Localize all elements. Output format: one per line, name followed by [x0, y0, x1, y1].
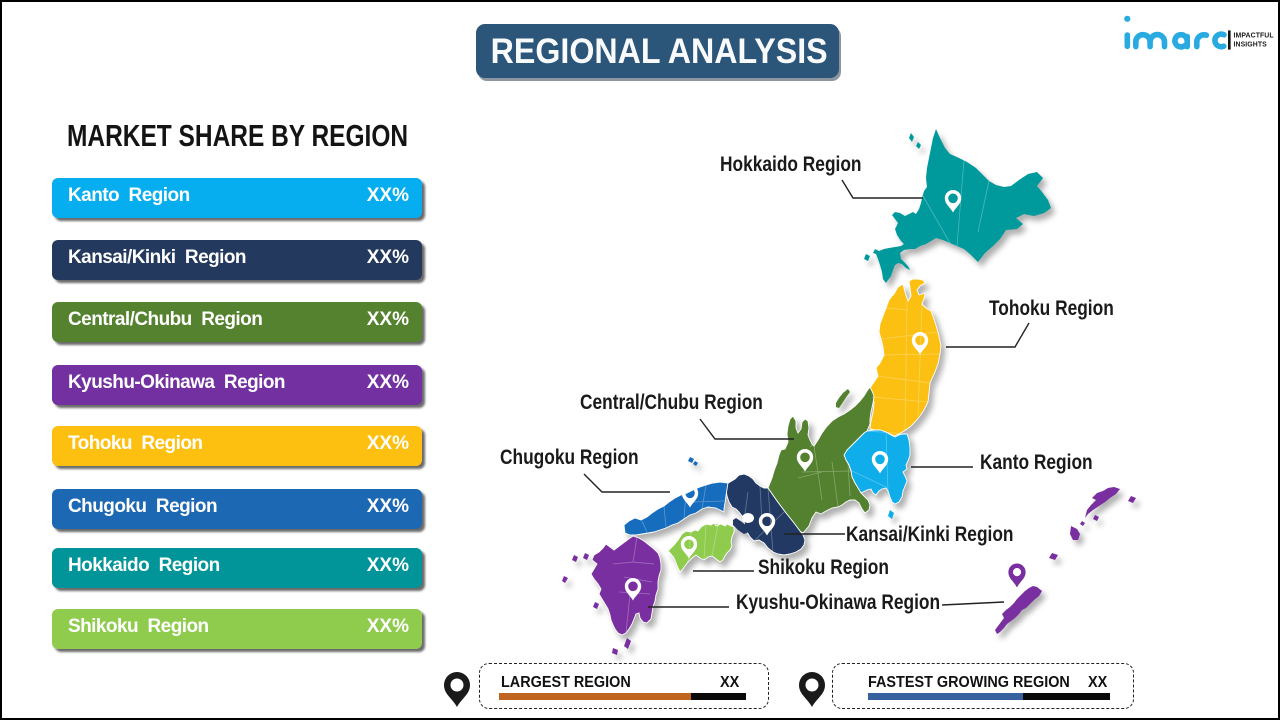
svg-text:IMPACTFUL: IMPACTFUL: [1234, 33, 1274, 40]
svg-text:INSIGHTS: INSIGHTS: [1234, 42, 1268, 49]
